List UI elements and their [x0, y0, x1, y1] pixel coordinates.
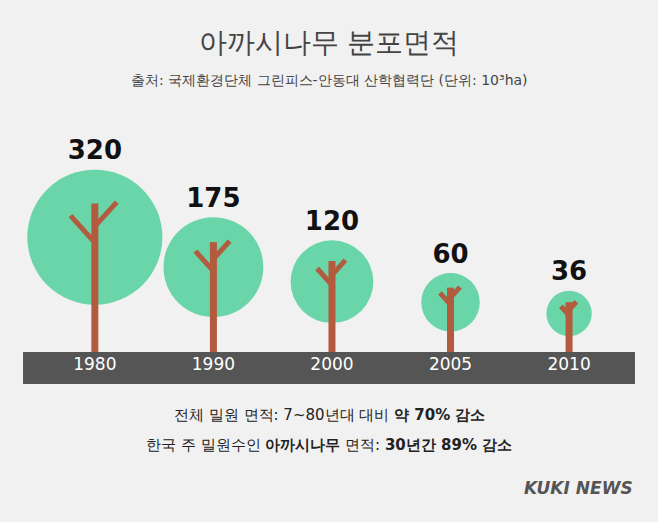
- svg-text:320: 320: [68, 135, 122, 165]
- svg-text:2010: 2010: [547, 354, 590, 374]
- svg-text:출처: 국제환경단체 그린피스-안동대 산학협력단 (단위:: 출처: 국제환경단체 그린피스-안동대 산학협력단 (단위: 10³ha): [131, 72, 528, 88]
- svg-text:36: 36: [551, 256, 587, 286]
- svg-text:KUKI NEWS: KUKI NEWS: [524, 478, 633, 498]
- svg-text:2000: 2000: [310, 354, 353, 374]
- svg-text:120: 120: [305, 206, 359, 236]
- svg-text:60: 60: [432, 239, 468, 269]
- svg-text:아까시나무 분포면적: 아까시나무 분포면적: [199, 26, 460, 59]
- svg-text:한국 주 밀원수인 아까시나무 면적: 30년간 89% 감: 한국 주 밀원수인 아까시나무 면적: 30년간 89% 감소: [146, 436, 512, 454]
- svg-text:2005: 2005: [429, 354, 472, 374]
- svg-text:1980: 1980: [73, 354, 116, 374]
- svg-text:전체 밀원 면적: 7~80년대 대비 약 70% 감소: 전체 밀원 면적: 7~80년대 대비 약 70% 감소: [174, 406, 485, 424]
- svg-text:175: 175: [186, 183, 240, 213]
- svg-text:1990: 1990: [192, 354, 235, 374]
